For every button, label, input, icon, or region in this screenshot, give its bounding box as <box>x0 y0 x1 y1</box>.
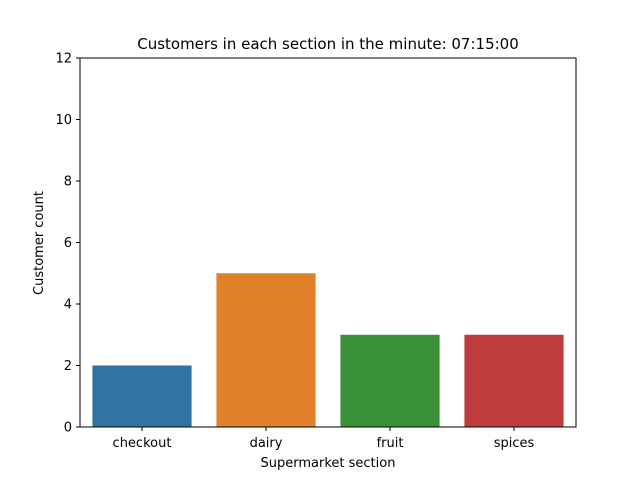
bar-checkout <box>92 365 192 427</box>
y-tick-label: 2 <box>64 359 72 374</box>
plot-area <box>92 273 564 427</box>
y-tick-label: 6 <box>64 236 72 251</box>
bar-spices <box>464 334 564 427</box>
y-tick-label: 0 <box>64 421 72 436</box>
y-tick-label: 4 <box>64 298 72 313</box>
x-tick-label-checkout: checkout <box>113 436 172 451</box>
bar-dairy <box>216 273 316 427</box>
y-tick-label: 12 <box>55 52 72 67</box>
x-axis-label: Supermarket section <box>261 456 396 471</box>
axes-frame <box>79 57 577 428</box>
x-tick-label-fruit: fruit <box>377 436 404 451</box>
x-axis: checkout dairy fruit spices <box>113 427 535 451</box>
x-tick-label-spices: spices <box>494 436 535 451</box>
y-tick-label: 8 <box>64 175 72 190</box>
x-tick-label-dairy: dairy <box>250 436 283 451</box>
y-axis: 0 2 4 6 8 10 12 <box>55 52 80 436</box>
chart-title: Customers in each section in the minute:… <box>137 35 519 53</box>
y-tick-label: 10 <box>55 113 72 128</box>
y-axis-label: Customer count <box>32 191 47 295</box>
bar-fruit <box>340 334 440 427</box>
